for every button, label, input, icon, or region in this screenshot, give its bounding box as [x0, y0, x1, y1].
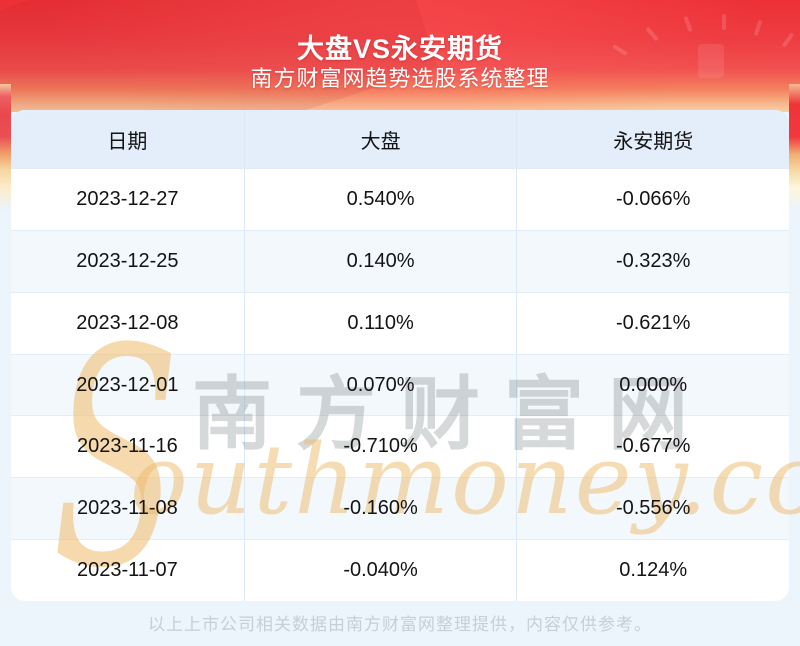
futures-value-cell: 0.124% [516, 540, 789, 601]
market-value-cell: 0.110% [243, 292, 517, 354]
page-subtitle: 南方财富网趋势选股系统整理 [250, 66, 550, 91]
futures-value-cell: -0.677% [516, 416, 789, 478]
date-cell: 2023-12-27 [76, 187, 179, 210]
column-header-date: 日期 [107, 130, 148, 153]
futures-value-cell: 0.000% [516, 354, 789, 416]
table-row: 2023-11-07 -0.040% 0.124% [11, 539, 789, 601]
date-cell: 2023-12-08 [76, 311, 179, 334]
table-row: 2023-12-27 0.540% -0.066% [11, 168, 789, 230]
futures-value-cell: -0.621% [516, 292, 789, 354]
right-ribbon-decoration [789, 84, 800, 210]
futures-value-cell: -0.066% [516, 169, 789, 230]
page-title: 大盘VS永安期货 [296, 34, 504, 64]
market-value-cell: 0.140% [243, 230, 517, 292]
column-header-market: 大盘 [243, 110, 517, 168]
market-value-cell: 0.540% [243, 169, 517, 230]
comparison-table: 日期 大盘 永安期货 2023-12-27 0.540% -0.066% 202… [11, 110, 789, 601]
table-row: 2023-12-01 0.070% 0.000% [11, 353, 789, 416]
date-cell: 2023-12-25 [76, 249, 179, 272]
table-row: 2023-12-25 0.140% -0.323% [11, 229, 789, 292]
fuel-pump-icon [698, 44, 724, 78]
table-row: 2023-11-16 -0.710% -0.677% [11, 415, 789, 478]
futures-value-cell: -0.556% [516, 478, 789, 540]
date-cell: 2023-11-07 [76, 559, 178, 582]
left-ribbon-decoration [0, 84, 11, 210]
table-row: 2023-11-08 -0.160% -0.556% [11, 477, 789, 540]
footer-disclaimer: 以上上市公司相关数据由南方财富网整理提供，内容仅供参考。 [148, 615, 652, 634]
market-value-cell: -0.710% [243, 416, 517, 478]
market-value-cell: -0.040% [243, 540, 517, 601]
date-cell: 2023-11-16 [76, 435, 178, 458]
table-header-row: 日期 大盘 永安期货 [11, 110, 789, 168]
date-cell: 2023-12-01 [76, 373, 179, 396]
market-value-cell: -0.160% [243, 478, 517, 540]
date-cell: 2023-11-08 [76, 497, 178, 520]
table-row: 2023-12-08 0.110% -0.621% [11, 291, 789, 354]
header-banner: 大盘VS永安期货 南方财富网趋势选股系统整理 [0, 0, 800, 112]
column-header-yongan-futures: 永安期货 [516, 110, 789, 168]
gauge-tick-icon [722, 14, 726, 30]
market-value-cell: 0.070% [243, 354, 517, 416]
futures-value-cell: -0.323% [516, 230, 789, 292]
